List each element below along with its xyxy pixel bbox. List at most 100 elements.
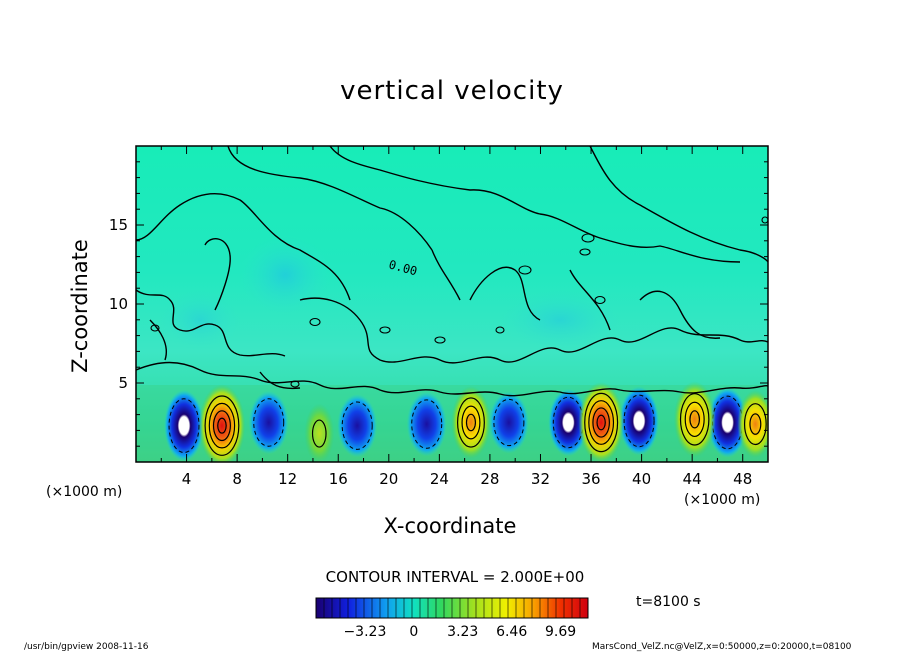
updraft-cell xyxy=(304,403,335,462)
x-tick-label: 28 xyxy=(480,470,499,488)
colorbar-tick-label: 9.69 xyxy=(545,624,576,640)
contour-loop xyxy=(594,295,606,305)
upper-blue-patch xyxy=(240,235,330,315)
contour-loop xyxy=(290,380,300,388)
updraft-contour xyxy=(679,393,710,446)
updraft-contour xyxy=(208,402,236,449)
contour-loop xyxy=(434,336,446,344)
y-axis-label: Z-coordinate xyxy=(68,239,92,373)
updraft-cell xyxy=(451,386,491,459)
downdraft-cell xyxy=(248,390,289,455)
contour-loop xyxy=(309,317,321,327)
y-tick-label: 10 xyxy=(109,295,128,313)
contour-loop xyxy=(761,216,768,224)
x-tick-label: 36 xyxy=(581,470,600,488)
downdraft-cell xyxy=(164,389,205,462)
colorbar-tick-label: −3.23 xyxy=(343,624,386,640)
y-tick-label: 5 xyxy=(118,374,128,392)
x-tick-label: 12 xyxy=(278,470,297,488)
downdraft-cell xyxy=(548,388,589,457)
contour-loop xyxy=(581,233,595,243)
contour-loop xyxy=(150,324,160,332)
x-tick-label: 40 xyxy=(632,470,651,488)
contour-line xyxy=(136,192,351,301)
updraft-cell xyxy=(673,381,716,458)
contour-loop xyxy=(579,248,591,256)
downdraft-cell xyxy=(337,394,378,458)
contour-interval-label: CONTOUR INTERVAL = 2.000E+00 xyxy=(325,568,585,586)
downdraft-cell xyxy=(406,391,447,457)
contour-line xyxy=(329,146,741,263)
contour-line xyxy=(299,297,768,364)
contour-loop xyxy=(495,326,505,334)
contour-lines xyxy=(136,146,768,397)
updraft-contour xyxy=(749,413,762,435)
contour-line xyxy=(431,249,461,301)
updraft-contour xyxy=(588,400,615,445)
x-tick-label: 20 xyxy=(379,470,398,488)
x-axis-label: X-coordinate xyxy=(383,514,517,538)
footer-program-date: /usr/bin/gpview 2008-11-16 xyxy=(24,642,149,652)
updraft-contour xyxy=(684,401,705,438)
contour-line xyxy=(136,361,768,397)
upper-blue-patch xyxy=(500,290,620,350)
colorbar-tick-label: 6.46 xyxy=(496,624,527,640)
contour-line xyxy=(569,269,611,331)
downdraft-cell xyxy=(619,386,660,456)
updraft-contour xyxy=(689,410,701,429)
contour-line xyxy=(589,146,768,263)
colorbar-tick-labels: −3.23 0 3.23 6.46 9.69 xyxy=(343,624,576,640)
x-tick-label: 32 xyxy=(531,470,550,488)
updraft-contour xyxy=(592,407,610,438)
downdraft-contour xyxy=(493,398,525,447)
x-tick-label: 16 xyxy=(329,470,348,488)
axis-ticks xyxy=(135,145,769,463)
contour-line xyxy=(136,289,286,357)
small-contour-loops xyxy=(150,216,768,388)
updraft-contour xyxy=(584,392,619,453)
upper-blue-patch xyxy=(160,290,240,350)
contour-loop xyxy=(379,326,391,334)
contour-line xyxy=(227,146,433,251)
downdraft-contour xyxy=(253,398,285,447)
colorbar-dividers xyxy=(323,598,581,618)
colorbar-tick-label: 3.23 xyxy=(447,624,478,640)
downdraft-contour xyxy=(411,399,443,449)
x-tick-label: 44 xyxy=(683,470,702,488)
contour-line xyxy=(639,290,721,339)
x-unit-label-left: (×1000 m) xyxy=(46,484,123,500)
updraft-contour xyxy=(743,403,767,446)
x-tick-label: 4 xyxy=(182,470,192,488)
updraft-contour xyxy=(456,397,485,448)
downdraft-cell xyxy=(488,391,529,454)
plot-field: 0.00 xyxy=(136,146,768,462)
downdraft-contour xyxy=(341,401,373,450)
contour-line xyxy=(204,238,231,311)
updraft-contour xyxy=(212,410,231,442)
x-unit-label-right: (×1000 m) xyxy=(684,492,761,508)
chart-title: vertical velocity xyxy=(340,76,564,106)
x-tick-label: 8 xyxy=(232,470,242,488)
footer-source: MarsCond_VelZ.nc@VelZ,x=0:50000,z=0:2000… xyxy=(592,642,852,652)
updraft-contour xyxy=(204,395,240,456)
contour-line xyxy=(469,266,541,321)
updraft-contour xyxy=(596,414,606,431)
y-tick-label: 15 xyxy=(109,216,128,234)
updraft-contour xyxy=(311,419,327,448)
downdraft-cell xyxy=(707,387,748,458)
contour-loop xyxy=(518,265,532,275)
colorbar-tick-label: 0 xyxy=(409,624,418,640)
contour-line xyxy=(149,319,167,361)
downdraft-contour xyxy=(623,394,655,448)
updraft-contour xyxy=(461,405,481,440)
x-tick-label: 48 xyxy=(733,470,752,488)
x-tick-label: 24 xyxy=(430,470,449,488)
updraft-contour xyxy=(465,413,477,432)
updraft-cell xyxy=(737,390,768,459)
updraft-contour xyxy=(217,417,227,434)
time-label: t=8100 s xyxy=(636,594,701,610)
contour-line xyxy=(259,371,301,390)
cells-layer xyxy=(164,381,768,462)
